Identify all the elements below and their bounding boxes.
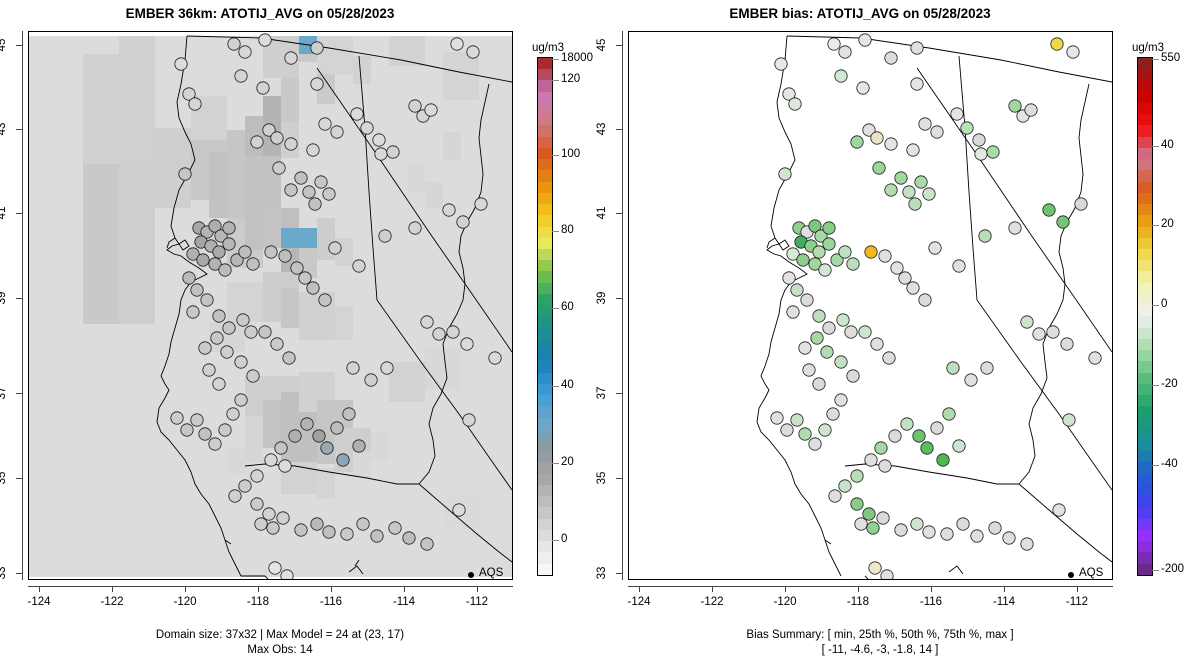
y-tick-label: 33 — [0, 566, 8, 580]
y-tick-label: 37 — [0, 386, 8, 400]
bias-caption-line2: [ -11, -4.6, -3, -1.8, 14 ] — [821, 644, 939, 656]
x-tick-label: -120 — [173, 596, 197, 608]
bias-cb-tick-label: -20 — [1161, 378, 1178, 390]
bias-cb-tick-label: 0 — [1161, 298, 1168, 310]
y-tick-label: 43 — [0, 122, 8, 136]
model-caption-line1: Domain size: 37x32 | Max Model = 24 at (… — [155, 629, 405, 641]
model-cb-tick-label: 18000 — [561, 52, 593, 64]
x-tick-label: -120 — [773, 596, 797, 608]
y-tick-label: 33 — [596, 566, 608, 580]
y-tick-label: 45 — [0, 38, 8, 52]
model-cb-tick-label: 0 — [561, 533, 568, 545]
bias-cb-tick-label: 20 — [1161, 218, 1174, 230]
y-tick-label: 37 — [596, 386, 608, 400]
model-cb-tick-label: 20 — [561, 456, 574, 468]
aqs-legend-dot-icon — [468, 572, 474, 578]
aqs-legend-dot-icon — [1068, 572, 1074, 578]
y-tick-label: 39 — [596, 291, 608, 305]
y-tick-label: 43 — [596, 122, 608, 136]
model-cb-tick-label: 60 — [561, 301, 574, 313]
model-colorbar-bar — [537, 57, 553, 576]
y-axis-line — [22, 31, 23, 580]
y-tick-label: 35 — [0, 471, 8, 485]
panel-bias-plot — [628, 31, 1113, 580]
y-tick-label: 41 — [0, 206, 8, 220]
bias-colorbar-unit: ug/m3 — [1132, 42, 1164, 54]
x-axis-line — [28, 586, 513, 587]
bias-map-svg — [629, 32, 1112, 579]
bias-caption-line1: Bias Summary: [ min, 25th %, 50th %, 75t… — [746, 629, 1014, 641]
y-tick-label: 45 — [596, 38, 608, 52]
panel-model-title: EMBER 36km: ATOTIJ_AVG on 05/28/2023 — [125, 6, 395, 21]
y-tick-label: 39 — [0, 291, 8, 305]
y-tick-label: 35 — [596, 471, 608, 485]
model-cb-tick-label: 100 — [561, 148, 581, 160]
bias-cb-tick-label: -200 — [1161, 563, 1185, 575]
model-cb-tick-label: 80 — [561, 224, 574, 236]
x-tick-label: -118 — [846, 596, 870, 608]
model-map-svg — [29, 33, 512, 579]
bias-colorbar-bar — [1137, 57, 1153, 576]
x-tick-label: -122 — [700, 596, 724, 608]
x-tick-label: -114 — [392, 596, 416, 608]
bias-cb-tick-label: 40 — [1161, 139, 1174, 151]
aqs-legend-label: AQS — [479, 567, 504, 579]
x-tick-label: -122 — [100, 596, 124, 608]
x-tick-label: -116 — [919, 596, 943, 608]
panel-model-plot — [28, 31, 513, 580]
x-tick-label: -116 — [319, 596, 343, 608]
x-tick-label: -112 — [465, 596, 489, 608]
bias-cb-tick-label: 550 — [1161, 52, 1181, 64]
x-axis-line — [628, 586, 1113, 587]
model-colorbar-unit: ug/m3 — [532, 42, 564, 54]
x-tick-label: -124 — [27, 596, 51, 608]
panel-bias-title: EMBER bias: ATOTIJ_AVG on 05/28/2023 — [729, 6, 991, 21]
x-tick-label: -112 — [1065, 596, 1089, 608]
x-tick-label: -124 — [627, 596, 651, 608]
y-tick-label: 41 — [596, 206, 608, 220]
x-tick-label: -114 — [992, 596, 1016, 608]
aqs-legend-label: AQS — [1079, 567, 1104, 579]
x-tick-label: -118 — [246, 596, 270, 608]
panel-model: EMBER 36km: ATOTIJ_AVG on 05/28/2023 — [0, 6, 593, 656]
model-cb-tick-label: 40 — [561, 379, 574, 391]
model-caption-line2: Max Obs: 14 — [247, 644, 313, 656]
y-axis-line — [622, 31, 623, 580]
panel-bias: EMBER bias: ATOTIJ_AVG on 05/28/2023 — [596, 0, 1200, 672]
bias-cb-tick-label: -40 — [1161, 458, 1178, 470]
model-cb-tick-label: 120 — [561, 73, 581, 85]
